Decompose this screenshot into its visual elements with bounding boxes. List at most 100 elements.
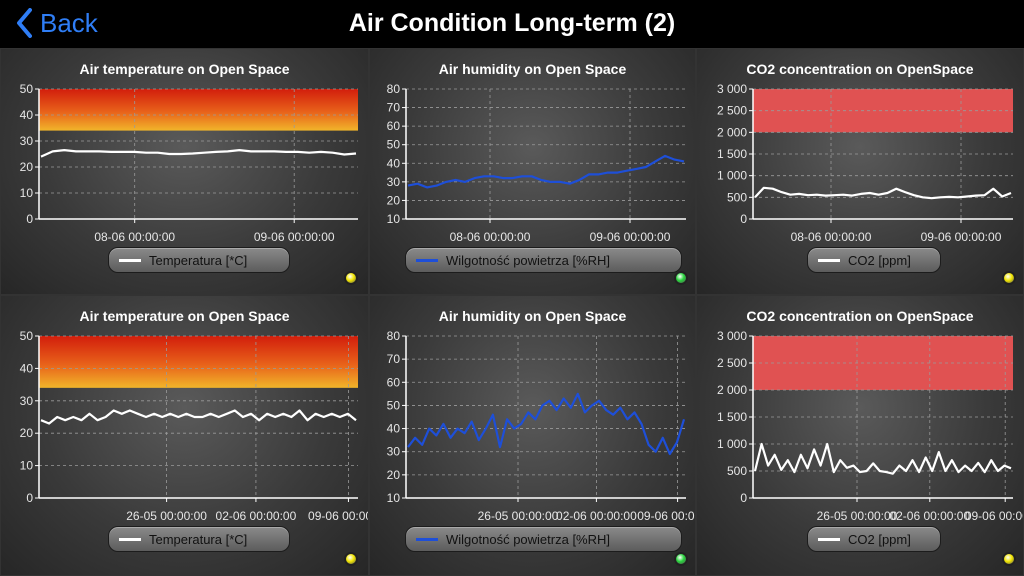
chart-panel-temp-long: Air temperature on Open Space 0 10 20 30 40 50… — [0, 295, 369, 576]
chart-title: Air temperature on Open Space — [79, 308, 290, 324]
y-tick-label: 30 — [387, 175, 401, 189]
y-tick-label: 60 — [387, 119, 401, 133]
y-tick-label: 20 — [387, 468, 401, 482]
legend-toggle[interactable]: Wilgotność powietrza [%RH] — [405, 526, 682, 552]
x-tick-label: 08-06 00:00:00 — [791, 230, 872, 244]
page-title: Air Condition Long-term (2) — [348, 9, 676, 37]
x-tick-label: 26-05 00:00:00 — [817, 509, 898, 523]
chart-title: Air temperature on Open Space — [79, 61, 290, 77]
y-tick-label: 10 — [20, 186, 34, 200]
chart-svg: 0 500 1 000 1 500 2 000 2 500 3 000 26-05 00:00… — [717, 329, 1024, 523]
x-tick-label: 08-06 00:00:00 — [94, 230, 175, 244]
y-tick-label: 3 000 — [717, 329, 747, 343]
x-tick-label: 09-06 00:00:00 — [590, 230, 671, 244]
series-line — [40, 148, 357, 158]
series-line — [407, 392, 686, 456]
legend-swatch — [818, 258, 840, 262]
status-indicator-icon — [1002, 271, 1016, 285]
y-tick-label: 0 — [26, 212, 33, 226]
chart-panel-hum-short: Air humidity on Open Space 10 20 30 40 50 60 70… — [369, 48, 696, 295]
x-tick-label: 02-06 00:00:00 — [556, 509, 637, 523]
y-tick-label: 30 — [20, 394, 34, 408]
legend-swatch — [818, 537, 840, 541]
chart-title: Air humidity on Open Space — [438, 61, 627, 77]
y-tick-label: 1 500 — [717, 147, 747, 161]
legend-label: CO2 [ppm] — [848, 531, 911, 547]
x-tick-label: 02-06 00:00:00 — [889, 509, 970, 523]
series-line — [407, 154, 685, 189]
status-indicator-icon — [674, 552, 688, 566]
back-button[interactable]: Back — [16, 5, 98, 41]
y-tick-label: 50 — [20, 82, 34, 96]
x-tick-label: 09-06 00:00:00 — [921, 230, 1002, 244]
chevron-left-icon — [17, 8, 32, 38]
y-tick-label: 2 000 — [717, 383, 747, 397]
y-tick-label: 2 500 — [717, 104, 747, 118]
chart-title: CO2 concentration on OpenSpace — [746, 61, 974, 77]
x-tick-label: 02-06 00:00:00 — [216, 509, 297, 523]
y-tick-label: 60 — [387, 375, 401, 389]
legend-label: Wilgotność powietrza [%RH] — [446, 531, 610, 547]
legend-swatch — [119, 258, 141, 262]
y-tick-label: 0 — [740, 491, 747, 505]
legend-swatch — [416, 537, 438, 541]
dashboard-grid: Air temperature on Open Space 0 10 20 30 40 50… — [0, 48, 1024, 576]
x-tick-label: 09-06 00:00:00 — [308, 509, 369, 523]
legend-label: Temperatura [*C] — [149, 531, 248, 547]
chart-svg: 0 10 20 30 40 50 08-06 00:00:00 09-06 00:00:00 — [20, 82, 358, 244]
x-tick-label: 09-06 00:00:00 — [254, 230, 335, 244]
x-tick-label: 26-05 00:00:00 — [126, 509, 207, 523]
status-indicator-icon — [1002, 552, 1016, 566]
y-tick-label: 2 000 — [717, 125, 747, 139]
x-tick-label: 09-06 00:00:00 — [965, 509, 1024, 523]
series-line — [753, 442, 1012, 475]
y-tick-label: 70 — [387, 352, 401, 366]
x-tick-label: 08-06 00:00:00 — [450, 230, 531, 244]
y-tick-label: 80 — [387, 329, 401, 343]
chart-svg: 10 20 30 40 50 60 70 80 08-06 00:00:00 09-06 00:0… — [387, 82, 686, 244]
y-tick-label: 50 — [20, 329, 34, 343]
y-tick-label: 500 — [727, 464, 747, 478]
threshold-band — [39, 336, 358, 388]
y-tick-label: 40 — [387, 422, 401, 436]
y-tick-label: 40 — [387, 156, 401, 170]
chart-panel-hum-long: Air humidity on Open Space 10 20 30 40 50 60 70… — [369, 295, 696, 576]
y-tick-label: 10 — [387, 212, 401, 226]
legend-toggle[interactable]: Temperatura [*C] — [108, 526, 290, 552]
back-label: Back — [40, 7, 98, 38]
y-tick-label: 10 — [387, 491, 401, 505]
status-indicator-icon — [674, 271, 688, 285]
chart-panel-co2-long: CO2 concentration on OpenSpace 0 500 1 000 1… — [696, 295, 1024, 576]
y-tick-label: 10 — [20, 459, 34, 473]
y-tick-label: 20 — [20, 160, 34, 174]
chart-title: CO2 concentration on OpenSpace — [746, 308, 974, 324]
y-tick-label: 1 000 — [717, 437, 747, 451]
chart-title: Air humidity on Open Space — [438, 308, 627, 324]
chart-svg: 0 10 20 30 40 50 26-05 00:00:00 02-06 00:00:00 0… — [20, 329, 369, 523]
x-tick-label: 26-05 00:00:00 — [478, 509, 559, 523]
legend-toggle[interactable]: Wilgotność powietrza [%RH] — [405, 247, 682, 273]
chart-panel-temp-short: Air temperature on Open Space 0 10 20 30 40 50… — [0, 48, 369, 295]
x-tick-label: 09-06 00:00:00 — [637, 509, 696, 523]
legend-swatch — [119, 537, 141, 541]
legend-toggle[interactable]: Temperatura [*C] — [108, 247, 290, 273]
y-tick-label: 70 — [387, 101, 401, 115]
y-tick-label: 20 — [387, 193, 401, 207]
y-tick-label: 50 — [387, 398, 401, 412]
y-tick-label: 80 — [387, 82, 401, 96]
y-tick-label: 30 — [20, 134, 34, 148]
legend-label: Temperatura [*C] — [149, 252, 248, 268]
y-tick-label: 0 — [740, 212, 747, 226]
status-indicator-icon — [344, 552, 358, 566]
series-line — [754, 186, 1012, 200]
legend-toggle[interactable]: CO2 [ppm] — [807, 526, 941, 552]
y-tick-label: 2 500 — [717, 356, 747, 370]
chart-svg: 0 500 1 000 1 500 2 000 2 500 3 000 08-06 00:00… — [717, 82, 1013, 244]
y-tick-label: 20 — [20, 426, 34, 440]
legend-toggle[interactable]: CO2 [ppm] — [807, 247, 941, 273]
y-tick-label: 1 500 — [717, 410, 747, 424]
threshold-band — [39, 89, 358, 131]
y-tick-label: 0 — [26, 491, 33, 505]
chart-panel-co2-short: CO2 concentration on OpenSpace 0 500 1 000 1… — [696, 48, 1024, 295]
